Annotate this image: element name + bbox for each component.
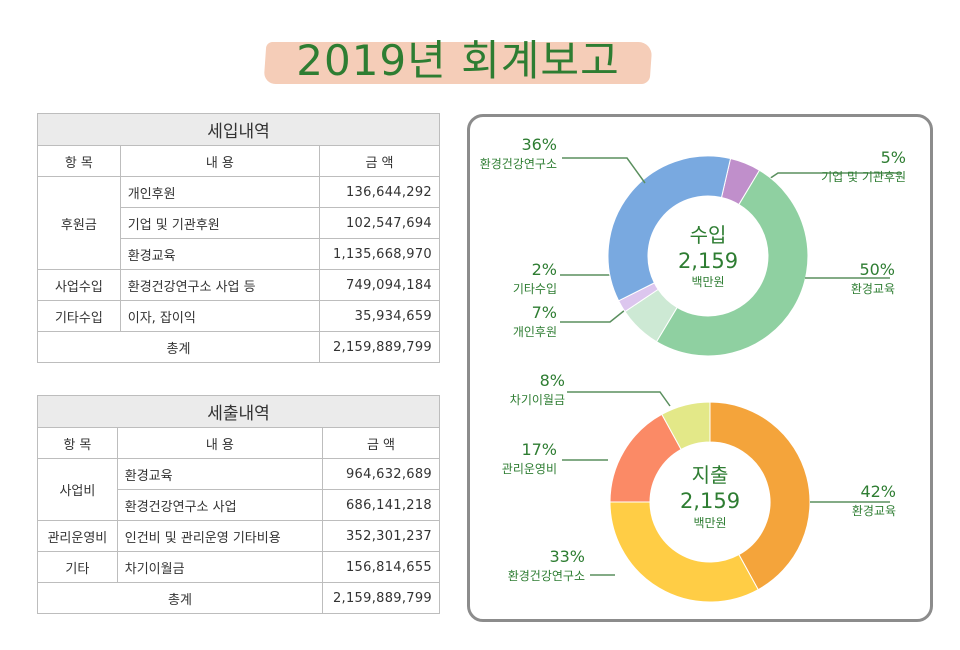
- slice-name-label: 환경교육: [852, 504, 896, 518]
- slice-name-label: 환경건강연구소: [508, 569, 585, 583]
- column-header-content: 내 용: [119, 145, 321, 177]
- slice-percent-label: 36%: [521, 135, 557, 154]
- slice-name-label: 개인후원: [513, 325, 557, 339]
- category-cell: 기타수입: [37, 300, 121, 332]
- leader-line: [562, 157, 646, 184]
- slice-name-label: 관리운영비: [502, 462, 557, 476]
- column-header-amount: 금 액: [319, 145, 440, 177]
- slice-name-label: 차기이월금: [510, 393, 565, 407]
- amount-cell: 964,632,689: [322, 458, 440, 490]
- table-row: 기타수입 이자, 잡이익 35,934,659: [37, 300, 440, 332]
- slice-percent-label: 17%: [521, 440, 557, 459]
- leader-line: [567, 391, 671, 407]
- donut-center-title: 수입: [690, 223, 727, 247]
- item-cell: 기업 및 기관후원: [119, 207, 321, 239]
- slice-percent-label: 33%: [549, 547, 585, 566]
- table-row: 사업수입 환경건강연구소 사업 등 749,094,184: [37, 269, 440, 301]
- item-cell: 개인후원: [119, 176, 321, 208]
- item-cell: 환경교육: [119, 238, 321, 270]
- slice-name-label: 기업 및 기관후원: [821, 170, 906, 184]
- income-column-header-row: 항 목 내 용 금 액: [37, 145, 440, 177]
- slice-percent-label: 8%: [540, 371, 565, 390]
- amount-cell: 686,141,218: [322, 489, 440, 521]
- pie-slice: [607, 155, 732, 302]
- slice-name-label: 환경건강연구소: [480, 157, 557, 171]
- table-row: 환경교육 1,135,668,970: [38, 238, 440, 270]
- page-title: 2019년 회계보고: [296, 36, 620, 85]
- item-cell: 차기이월금: [116, 551, 324, 583]
- total-row: 총계 2,159,889,799: [36, 331, 440, 363]
- slice-percent-label: 5%: [881, 148, 906, 167]
- slice-percent-label: 2%: [532, 260, 557, 279]
- total-label: 총계: [36, 331, 321, 363]
- donut-center-value: 2,159: [680, 489, 740, 513]
- slice-percent-label: 42%: [860, 482, 896, 501]
- slice-percent-label: 7%: [532, 303, 557, 322]
- amount-cell: 749,094,184: [319, 269, 440, 301]
- table-row: 환경건강연구소 사업 686,141,218: [38, 489, 440, 521]
- income-table: 세입내역 항 목 내 용 금 액 후원금 개인후원 136,644,292 기업…: [36, 113, 440, 363]
- item-cell: 환경건강연구소 사업 등: [119, 269, 321, 301]
- donut-center-value: 2,159: [678, 249, 738, 273]
- leader-line: [560, 305, 631, 323]
- amount-cell: 1,135,668,970: [319, 238, 440, 270]
- item-cell: 환경건강연구소 사업: [116, 489, 324, 521]
- slice-percent-label: 50%: [859, 260, 895, 279]
- income-table-heading: 세입내역: [37, 113, 440, 146]
- chart-panel: [467, 114, 933, 622]
- donut-center-unit: 백만원: [693, 516, 726, 530]
- amount-cell: 136,644,292: [319, 176, 440, 208]
- pie-slice: [609, 501, 759, 603]
- donut-center-unit: 백만원: [691, 275, 724, 289]
- total-row: 총계 2,159,889,799: [37, 582, 440, 614]
- slice-name-label: 환경교육: [851, 282, 895, 296]
- total-amount: 2,159,889,799: [319, 331, 440, 363]
- total-amount: 2,159,889,799: [322, 582, 440, 614]
- expense-table: 세출내역 항 목 내 용 금 액 사업비 환경교육 964,632,689 환경…: [37, 395, 440, 614]
- item-cell: 인건비 및 관리운영 기타비용: [116, 520, 324, 552]
- amount-cell: 102,547,694: [319, 207, 440, 239]
- pie-slice: [709, 401, 811, 591]
- table-row: 기업 및 기관후원 102,547,694: [38, 207, 440, 239]
- pie-slice: [655, 169, 809, 357]
- donut-center-title: 지출: [692, 463, 729, 487]
- slice-name-label: 기타수입: [513, 282, 557, 296]
- donut-chart-1: 5% 기업 및 기관후원 50% 환경교육 7% 개인후원 2% 기타수입 36% 환경건강연구소…: [480, 135, 906, 357]
- pie-slice: [661, 401, 711, 451]
- table-row: 후원금 개인후원 136,644,292: [37, 176, 440, 270]
- expense-column-header-row: 항 목 내 용 금 액: [37, 427, 440, 459]
- title-banner: 2019년 회계보고: [263, 32, 653, 90]
- column-header-content: 내 용: [116, 427, 324, 459]
- expense-table-heading: 세출내역: [37, 395, 440, 428]
- amount-cell: 156,814,655: [322, 551, 440, 583]
- item-cell: 이자, 잡이익: [119, 300, 321, 332]
- column-header-category: 항 목: [37, 427, 118, 459]
